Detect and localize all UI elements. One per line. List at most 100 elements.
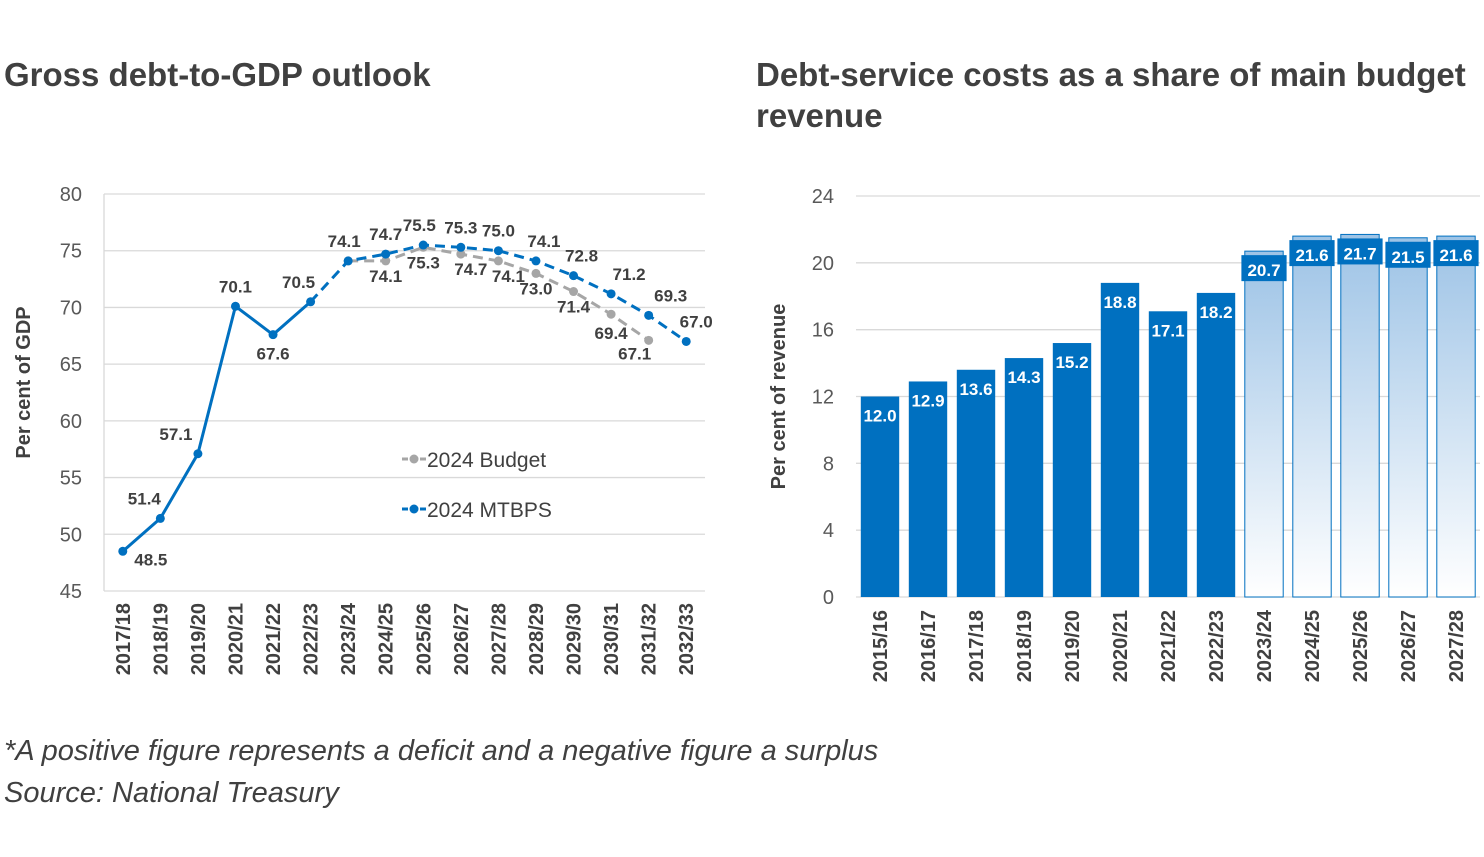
projected-bar	[1340, 233, 1380, 598]
mtbps-point	[681, 336, 691, 346]
budget-point	[644, 335, 654, 345]
mtbps-data-label: 51.4	[128, 489, 162, 508]
mtbps-point	[118, 546, 128, 556]
mtbps-data-label: 74.7	[369, 225, 402, 244]
x-tick-label: 2017/18	[113, 603, 135, 675]
mtbps-point	[456, 242, 466, 252]
budget-data-label: 74.1	[369, 267, 402, 286]
projected-bar	[1292, 235, 1332, 598]
mtbps-point	[268, 330, 278, 340]
x-tick-label: 2027/28	[1446, 610, 1468, 682]
budget-data-label: 74.1	[492, 267, 525, 286]
mtbps-data-label: 57.1	[159, 425, 192, 444]
x-tick-label: 2020/21	[1110, 610, 1132, 682]
y-tick-label: 12	[812, 387, 834, 409]
x-tick-label: 2021/22	[263, 603, 285, 675]
budget-point	[493, 256, 503, 266]
x-tick-label: 2022/23	[301, 603, 323, 675]
actual-bar	[1004, 358, 1044, 597]
debt-to-gdp-line-chart: 45 50 55 60 65 70 75 80 2017/18 2018/19 2019/20 202…	[13, 184, 713, 675]
budget-data-label: 75.3	[407, 253, 440, 272]
mtbps-point	[306, 297, 316, 307]
x-tick-label: 2019/20	[1062, 610, 1084, 682]
debt-service-bar-chart: 0 4 8 12 16 20 24 12.0 12.9 13.6 14.3 15.2 18.8 17.1 1…	[768, 186, 1480, 682]
mtbps-point	[155, 513, 165, 523]
bar-chart-title: Debt-service costs as a share of main bu…	[756, 56, 1466, 134]
budget-point	[569, 287, 579, 297]
x-tick-label: 2025/26	[413, 603, 435, 675]
x-tick-label: 2022/23	[1206, 610, 1228, 682]
legend-label: 2024 MTBPS	[427, 499, 552, 522]
bar-data-label: 13.6	[959, 380, 992, 399]
mtbps-data-label: 69.3	[654, 286, 687, 305]
y-tick-label: 45	[60, 581, 82, 603]
mtbps-point	[381, 249, 391, 259]
source-note: Source: National Treasury	[4, 777, 339, 809]
x-tick-label: 2023/24	[338, 602, 360, 675]
y-tick-label: 24	[812, 186, 834, 208]
actual-bar	[1052, 343, 1092, 597]
actual-bar	[860, 396, 900, 597]
bar-label-background	[1385, 241, 1431, 268]
x-tick-label: 2026/27	[1398, 610, 1420, 682]
budget-data-label: 73.0	[519, 279, 552, 298]
y-tick-label: 4	[823, 520, 834, 542]
y-tick-label: 55	[60, 468, 82, 490]
y-tick-label: 70	[60, 297, 82, 319]
mtbps-point	[569, 271, 579, 281]
y-tick-label: 65	[60, 354, 82, 376]
x-tick-label: 2029/30	[564, 603, 586, 675]
actual-bar	[1196, 292, 1236, 597]
x-tick-label: 2023/24	[1254, 609, 1276, 682]
bar-label-background	[1433, 240, 1479, 267]
budget-data-label: 69.4	[595, 324, 629, 343]
mtbps-data-label: 75.5	[403, 216, 436, 235]
legend-marker	[409, 454, 419, 464]
mtbps-data-label: 74.1	[328, 232, 361, 251]
mtbps-point	[343, 256, 353, 266]
mtbps-series-line-solid	[121, 300, 312, 553]
mtbps-data-label: 74.1	[527, 232, 560, 251]
budget-point	[606, 309, 616, 319]
x-tick-label: 2032/33	[676, 603, 698, 675]
budget-point	[381, 256, 391, 266]
y-tick-label: 80	[60, 184, 82, 206]
y-tick-label: 50	[60, 524, 82, 546]
actual-bar	[908, 381, 948, 597]
projected-bar	[1244, 250, 1284, 598]
mtbps-data-label: 67.0	[680, 312, 713, 331]
y-tick-label: 8	[823, 453, 834, 475]
mtbps-data-label: 75.3	[444, 218, 477, 237]
bar-data-label: 15.2	[1055, 353, 1088, 372]
mtbps-point	[193, 449, 203, 459]
budget-point	[531, 268, 541, 278]
bar-data-label: 21.7	[1343, 244, 1376, 263]
x-tick-label: 2030/31	[601, 603, 623, 675]
y-tick-label: 20	[812, 253, 834, 275]
bar-data-label: 18.8	[1103, 293, 1136, 312]
y-tick-label: 16	[812, 320, 834, 342]
y-tick-label: 75	[60, 241, 82, 263]
mtbps-data-label: 70.1	[219, 277, 252, 296]
x-tick-label: 2017/18	[966, 610, 988, 682]
x-tick-label: 2019/20	[188, 603, 210, 675]
actual-bar	[1100, 282, 1140, 597]
x-tick-label: 2018/19	[1014, 610, 1036, 682]
bar-data-label: 18.2	[1199, 303, 1232, 322]
bar-data-label: 17.1	[1151, 321, 1184, 340]
mtbps-point	[606, 289, 616, 299]
bar-data-label: 12.9	[911, 391, 944, 410]
mtbps-data-label: 72.8	[565, 247, 598, 266]
budget-point	[456, 249, 466, 259]
x-tick-label: 2031/32	[639, 603, 661, 675]
bar-data-label: 20.7	[1247, 261, 1280, 280]
mtbps-data-label: 48.5	[134, 550, 167, 569]
bar-data-label: 21.5	[1391, 248, 1424, 267]
x-tick-label: 2016/17	[918, 610, 940, 682]
actual-bar	[956, 369, 996, 597]
x-tick-label: 2027/28	[488, 603, 510, 675]
mtbps-data-label: 67.6	[256, 345, 289, 364]
bar-label-background	[1289, 240, 1335, 267]
bar-label-background	[1241, 255, 1287, 282]
